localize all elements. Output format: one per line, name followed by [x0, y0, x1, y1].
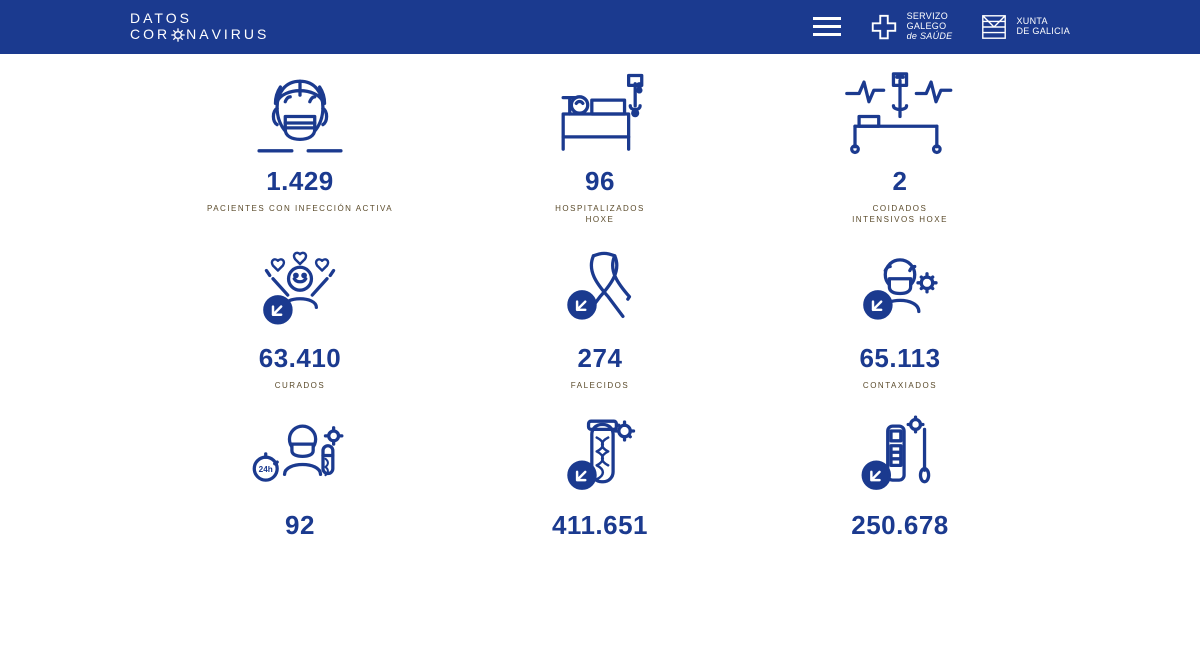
stat-value: 96 [480, 166, 720, 197]
stat-label: FALECIDOS [480, 380, 720, 391]
card-active-patients: 1.429 PACIENTES CON INFECCIÓN ACTIVA [180, 66, 420, 225]
card-tests-24h: 24h 92 [180, 410, 420, 547]
logo-line2: COR NA VIRUS [130, 27, 269, 43]
header-right: SERVIZO GALEGO de SAÚDE XUNTA DE GALICIA [813, 12, 1070, 42]
lab-24h-icon: 24h [180, 410, 420, 506]
card-infected[interactable]: 65.113 CONTAXIADOS [780, 243, 1020, 391]
org-sergas-text: SERVIZO GALEGO de SAÚDE [907, 12, 953, 42]
stat-label: COIDADOS INTENSIVOS HOXE [780, 203, 1020, 225]
stat-value: 411.651 [480, 510, 720, 541]
card-cured[interactable]: 63.410 CURADOS [180, 243, 420, 391]
svg-text:24h: 24h [258, 464, 272, 473]
card-antigen-total[interactable]: 250.678 [780, 410, 1020, 547]
cross-icon [869, 12, 899, 42]
stat-label: CURADOS [180, 380, 420, 391]
stats-grid-wrap: 1.429 PACIENTES CON INFECCIÓN ACTIVA [180, 54, 1020, 547]
stat-value: 65.113 [780, 343, 1020, 374]
stat-value: 250.678 [780, 510, 1020, 541]
infected-person-icon [780, 243, 1020, 339]
site-logo[interactable]: DATOS COR NA VIRUS [130, 11, 269, 42]
virus-icon [170, 27, 186, 43]
pcr-tube-icon [480, 410, 720, 506]
stat-value: 2 [780, 166, 1020, 197]
xunta-icon [980, 13, 1008, 41]
org-sergas[interactable]: SERVIZO GALEGO de SAÚDE [869, 12, 953, 42]
org-xunta[interactable]: XUNTA DE GALICIA [980, 13, 1070, 41]
header-inner: DATOS COR NA VIRUS SERVIZO GALEGO [130, 11, 1070, 42]
antigen-test-icon [780, 410, 1020, 506]
card-icu: 2 COIDADOS INTENSIVOS HOXE [780, 66, 1020, 225]
card-pcr-total[interactable]: 411.651 [480, 410, 720, 547]
stat-value: 274 [480, 343, 720, 374]
logo-line1: DATOS [130, 11, 269, 26]
icu-bed-icon [780, 66, 1020, 162]
card-hospitalized: 96 HOSPITALIZADOS HOXE [480, 66, 720, 225]
stat-label: HOSPITALIZADOS HOXE [480, 203, 720, 225]
stats-grid: 1.429 PACIENTES CON INFECCIÓN ACTIVA [180, 66, 1020, 547]
stat-value: 63.410 [180, 343, 420, 374]
menu-button[interactable] [813, 17, 841, 36]
stat-value: 92 [180, 510, 420, 541]
cured-person-icon [180, 243, 420, 339]
stat-label: CONTAXIADOS [780, 380, 1020, 391]
header-bar: DATOS COR NA VIRUS SERVIZO GALEGO [0, 0, 1200, 54]
stat-value: 1.429 [180, 166, 420, 197]
org-xunta-text: XUNTA DE GALICIA [1016, 17, 1070, 37]
card-deaths[interactable]: 274 FALECIDOS [480, 243, 720, 391]
ribbon-icon [480, 243, 720, 339]
mask-person-icon [180, 66, 420, 162]
hospital-bed-icon [480, 66, 720, 162]
stat-label: PACIENTES CON INFECCIÓN ACTIVA [180, 203, 420, 214]
